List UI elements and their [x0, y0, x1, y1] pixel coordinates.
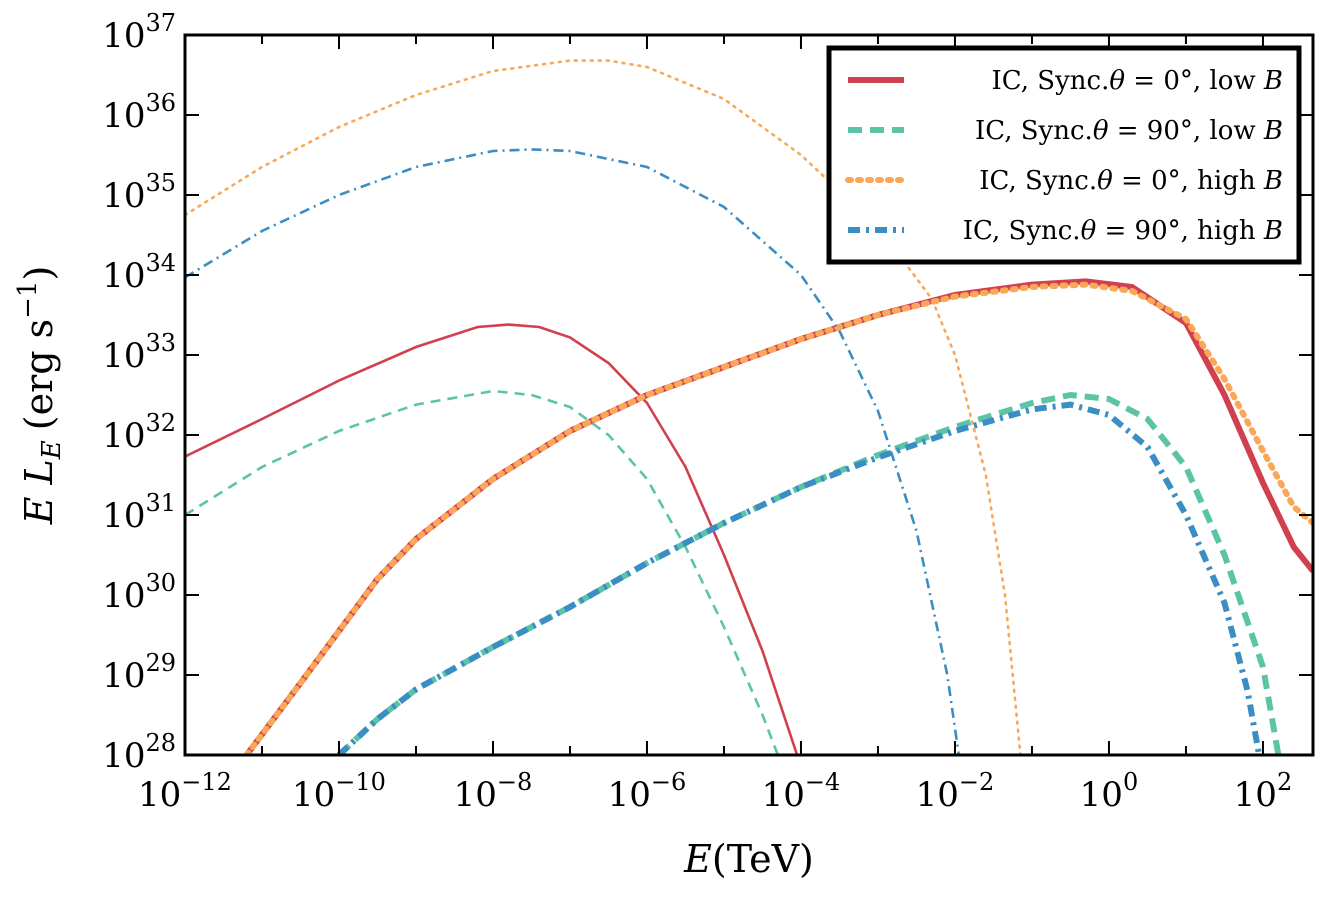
y-tick-label: 1037: [102, 9, 176, 56]
series-low0-sync-line: [185, 323, 799, 755]
y-tick-label: 1036: [102, 89, 176, 136]
series-layer: [185, 59, 1313, 755]
x-axis-unit: (TeV): [712, 837, 814, 881]
y-tick-label: 1035: [102, 169, 176, 216]
x-tick-label: 10−6: [608, 768, 687, 815]
series-high90-sync-line: [185, 148, 961, 755]
x-axis-title: E(TeV): [683, 837, 814, 881]
plot-frame: [183, 33, 1315, 757]
series-low90-sync-line: [185, 389, 780, 755]
series-high0-sync-line: [185, 59, 1022, 755]
x-tick-label: 102: [1234, 768, 1293, 815]
legend-label-high90: IC, Sync.θ = 90°, high B: [963, 216, 1283, 246]
x-tick-label: 10−4: [762, 768, 841, 815]
x-tick-label: 10−2: [916, 768, 995, 815]
y-axis-unit-close: ): [17, 266, 61, 281]
series-high90-ic-line: [336, 401, 1263, 755]
y-tick-label: 1031: [102, 489, 176, 536]
y-axis-unit-sup: −1: [13, 281, 43, 319]
x-axis-symbol: E: [683, 837, 712, 881]
y-axis-subscript: E: [37, 440, 67, 460]
y-axis-unit: (erg s: [17, 319, 61, 430]
y-tick-label: 1033: [102, 329, 176, 376]
y-axis-title: E LE (erg s−1): [13, 266, 67, 526]
legend-label-low90: IC, Sync.θ = 90°, low B: [975, 116, 1283, 146]
tick-labels-layer: 10−12 10−10 10−8 10−6 10−4 10−2 100 102 1028 1029…: [102, 9, 1292, 815]
y-tick-label: 1034: [102, 249, 176, 296]
y-tick-label: 1030: [102, 569, 176, 616]
legend-box: [826, 45, 1302, 265]
legend-label-high0: IC, Sync.θ = 0°, high B: [979, 166, 1283, 196]
series-low90-ic-line: [336, 391, 1282, 755]
x-tick-label: 10−8: [454, 768, 533, 815]
series-high0-ic-line: [243, 281, 1313, 755]
y-tick-label: 1028: [102, 729, 176, 776]
x-tick-label: 100: [1080, 768, 1139, 815]
y-tick-label: 1032: [102, 409, 176, 456]
y-axis-symbol: E L: [17, 459, 61, 525]
x-tick-label: 10−10: [292, 768, 386, 815]
legend: IC, Sync.θ = 0°, low B IC, Sync.θ = 90°, …: [826, 45, 1302, 265]
x-tick-label: 10−12: [138, 768, 232, 815]
y-tick-label: 1029: [102, 649, 176, 696]
legend-label-low0: IC, Sync.θ = 0°, low B: [992, 66, 1283, 96]
